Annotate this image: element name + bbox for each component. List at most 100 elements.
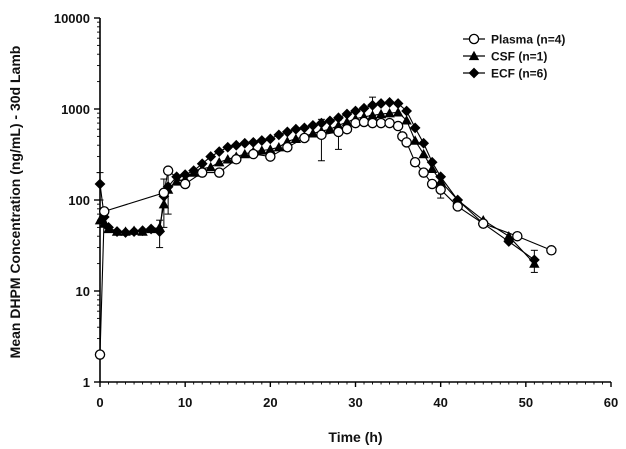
data-point	[409, 156, 421, 168]
data-point	[384, 97, 395, 108]
data-point	[384, 107, 395, 118]
x-tick-label: 0	[96, 395, 103, 410]
data-point	[324, 123, 336, 134]
data-point	[409, 135, 421, 145]
legend: Plasma (n=4) CSF (n=1) ECF (n=6)	[463, 33, 565, 81]
data-point	[256, 145, 268, 155]
data-point	[264, 133, 276, 145]
data-point	[213, 146, 225, 158]
data-point	[546, 245, 557, 256]
data-point	[205, 151, 217, 162]
data-point	[94, 349, 106, 360]
data-point	[401, 105, 412, 117]
series-filled-diamond	[94, 96, 540, 273]
data-point	[477, 218, 489, 229]
data-point	[196, 158, 208, 170]
data-point	[503, 231, 514, 241]
data-point	[188, 165, 200, 177]
data-point	[111, 226, 123, 237]
data-point	[392, 107, 404, 117]
data-point	[239, 137, 251, 149]
data-point	[341, 108, 353, 120]
data-point	[418, 167, 429, 178]
data-point	[375, 98, 387, 109]
data-point	[256, 135, 268, 146]
data-point	[162, 165, 174, 176]
data-point	[99, 206, 110, 217]
legend-marker	[468, 50, 480, 61]
data-point	[230, 139, 242, 151]
x-tick-label: 50	[519, 395, 533, 410]
data-point	[120, 227, 131, 238]
legend-item: CSF (n=1)	[463, 50, 547, 64]
data-point	[248, 148, 259, 160]
data-point	[94, 178, 106, 190]
data-point	[528, 254, 540, 266]
data-point	[358, 116, 370, 128]
series-filled-triangle	[94, 107, 540, 268]
data-point	[384, 117, 395, 129]
data-point	[281, 126, 293, 138]
data-point	[299, 132, 310, 144]
data-point	[290, 123, 302, 135]
data-point	[367, 117, 378, 129]
data-point	[213, 167, 225, 178]
data-point	[307, 120, 319, 131]
data-point	[341, 116, 353, 127]
data-point	[426, 163, 438, 173]
data-point	[273, 142, 285, 152]
data-point	[231, 154, 242, 165]
y-tick-label: 10	[76, 284, 90, 299]
data-point	[214, 157, 225, 167]
data-point	[426, 156, 438, 168]
series-layer	[94, 96, 557, 360]
data-point	[137, 225, 148, 237]
data-point	[392, 98, 404, 109]
data-point	[409, 122, 421, 134]
data-point	[350, 105, 361, 117]
data-point	[222, 154, 233, 164]
legend-label: Plasma (n=4)	[491, 33, 565, 47]
data-point	[392, 120, 404, 132]
data-point	[333, 126, 344, 138]
data-point	[367, 99, 378, 111]
data-point	[435, 171, 447, 183]
data-point	[435, 184, 446, 195]
data-point	[154, 226, 166, 237]
data-point	[375, 108, 387, 119]
legend-marker	[468, 67, 480, 79]
data-point	[426, 178, 438, 190]
legend-marker	[468, 33, 480, 45]
data-point	[247, 136, 259, 148]
data-point	[418, 137, 430, 149]
legend-item: Plasma (n=4)	[463, 33, 565, 47]
data-point	[265, 151, 276, 162]
y-tick-label: 10000	[54, 11, 90, 26]
data-point	[179, 178, 191, 190]
data-point	[401, 115, 412, 125]
y-axis-title: Mean DHPM Concentration (ng/mL) - 30d La…	[7, 46, 23, 359]
x-axis-title: Time (h)	[328, 429, 382, 445]
data-point	[333, 112, 344, 124]
data-point	[158, 187, 170, 199]
data-point	[273, 129, 285, 141]
x-tick-label: 10	[178, 395, 192, 410]
data-point	[512, 230, 523, 242]
data-point	[358, 102, 370, 114]
data-point	[299, 122, 310, 134]
data-point	[128, 226, 140, 237]
data-point	[145, 223, 157, 235]
data-point	[418, 148, 429, 159]
data-point	[350, 117, 361, 129]
data-point	[375, 117, 387, 129]
data-point	[103, 221, 114, 233]
data-point	[196, 167, 208, 178]
legend-item: ECF (n=6)	[463, 67, 547, 81]
data-point	[324, 115, 336, 127]
data-point	[452, 201, 463, 212]
data-point	[265, 144, 276, 154]
data-point	[316, 129, 327, 141]
x-tick-label: 30	[348, 395, 362, 410]
y-tick-label: 1	[83, 375, 90, 390]
